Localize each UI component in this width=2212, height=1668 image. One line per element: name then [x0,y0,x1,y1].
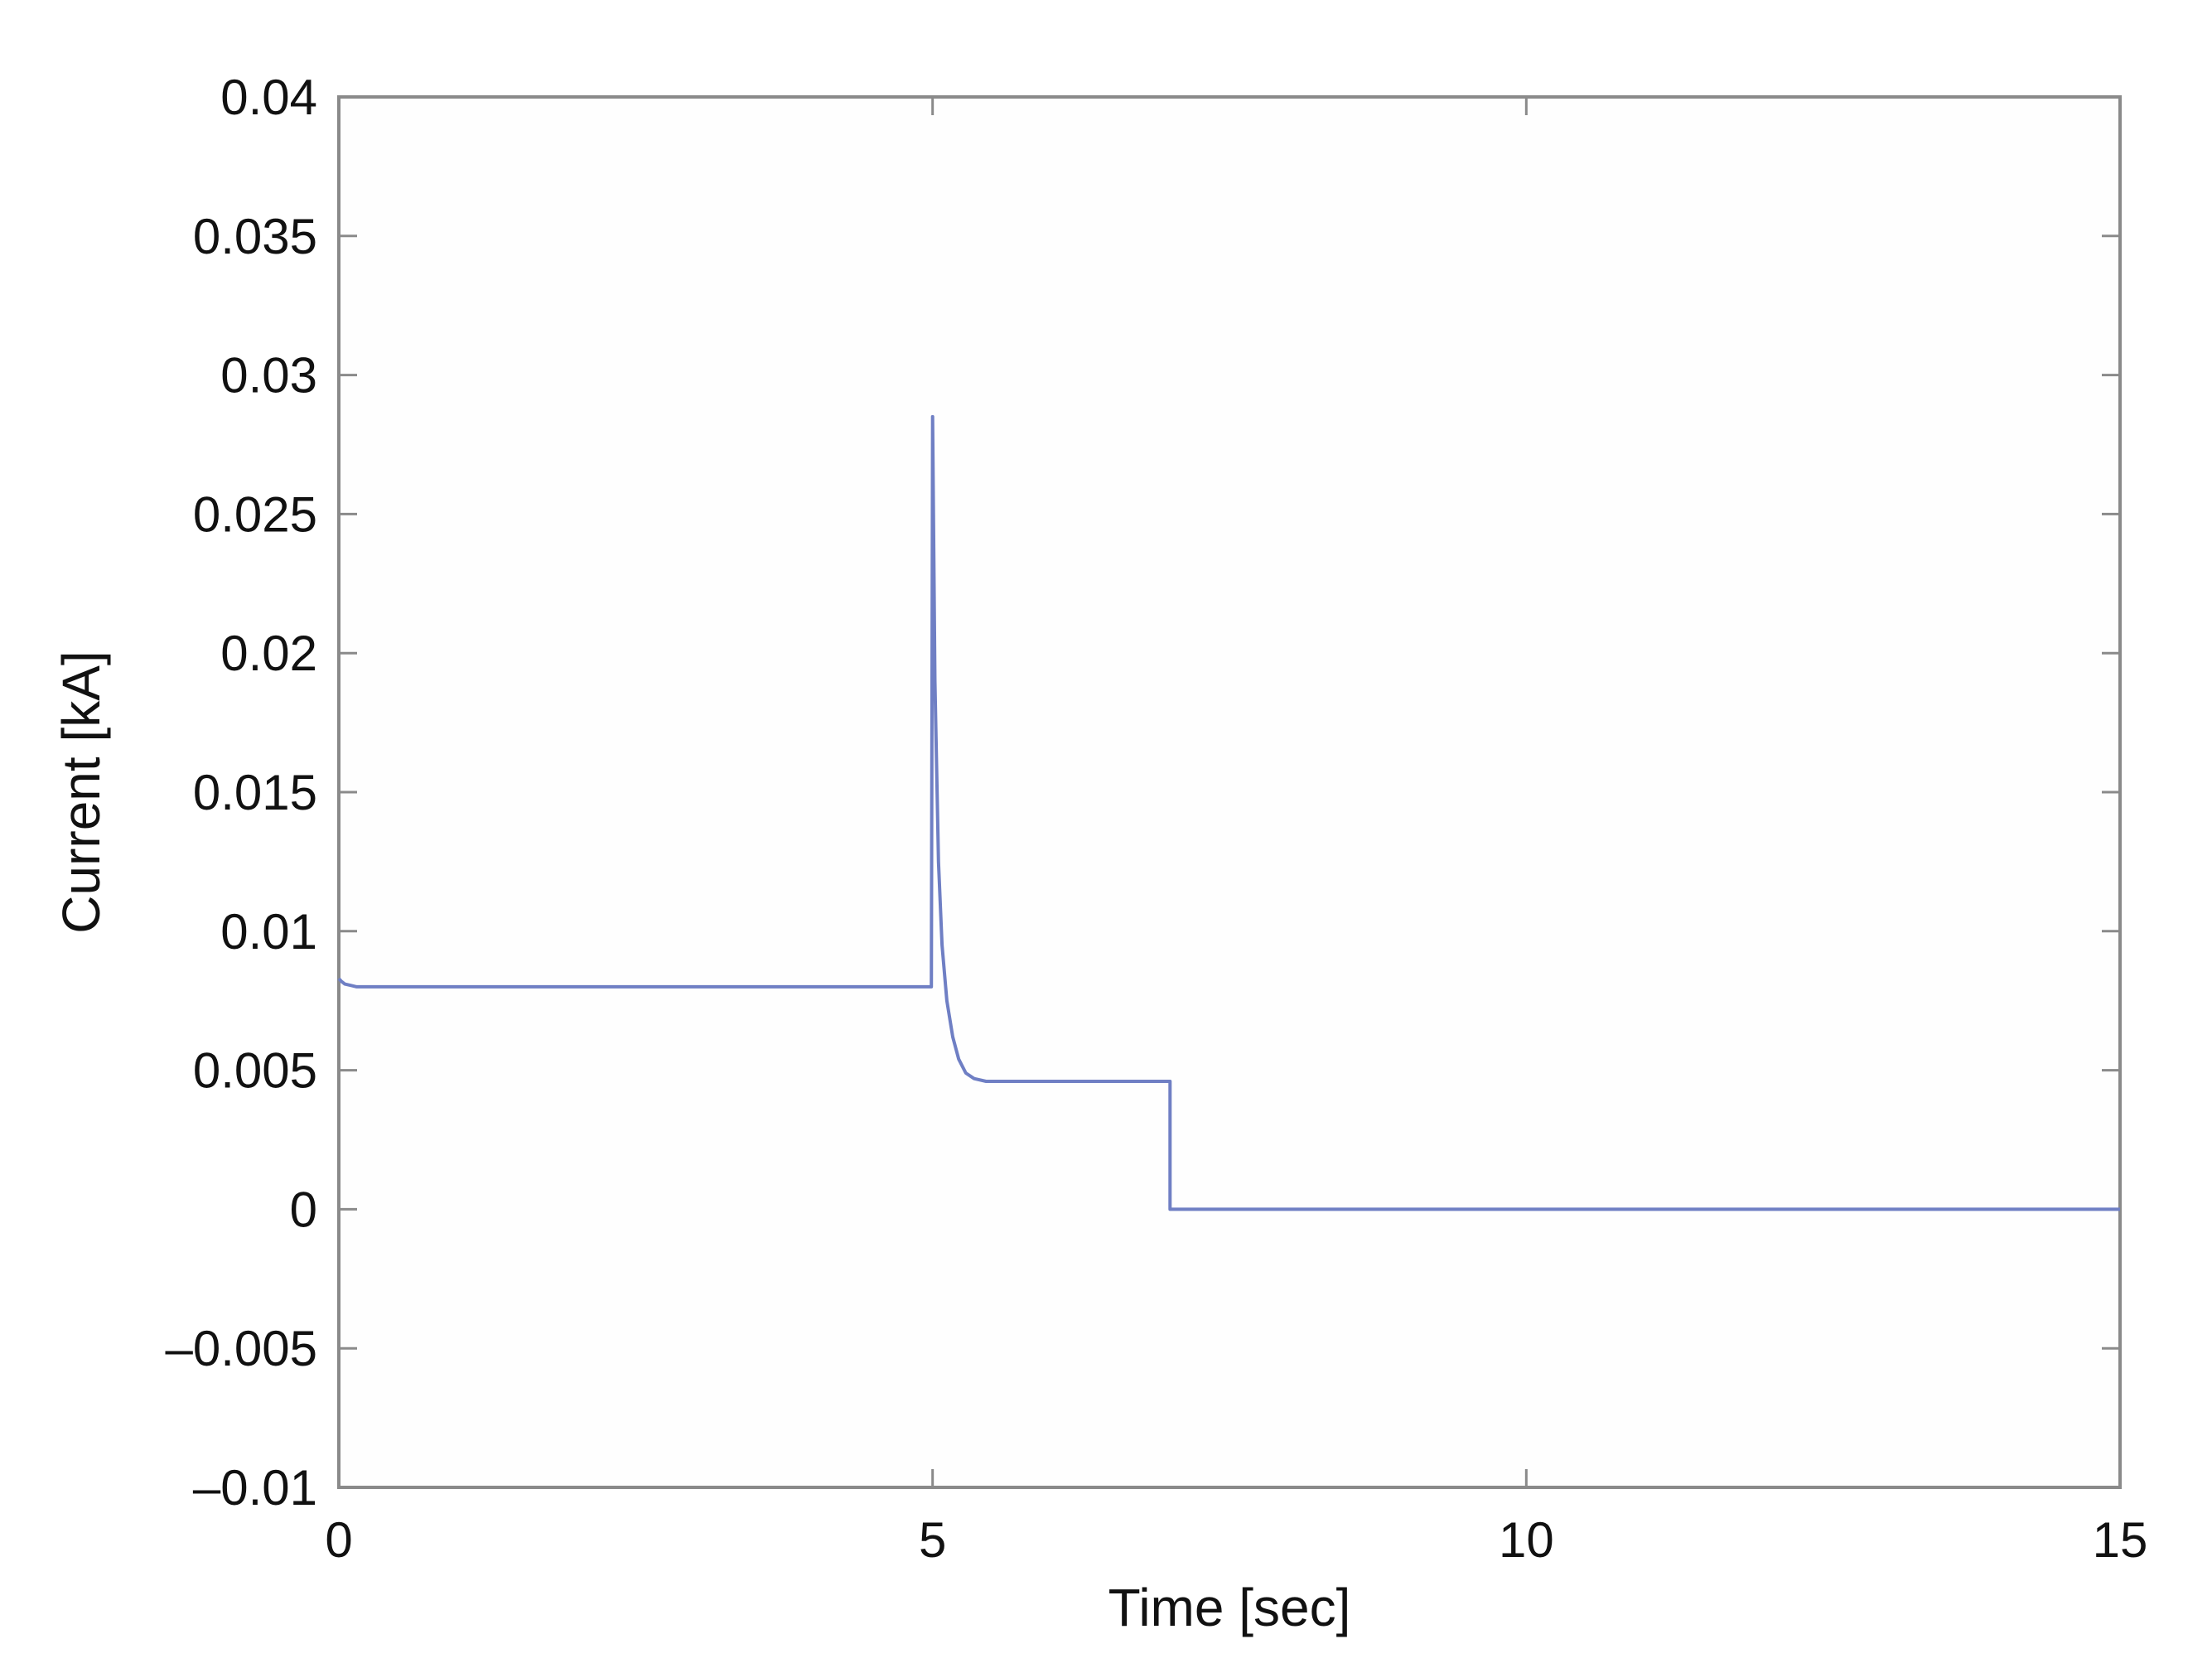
y-tick-label: 0.02 [220,626,317,681]
y-tick-label: 0.015 [193,765,317,820]
y-tick-label: 0.025 [193,486,317,542]
y-tick-label: –0.005 [165,1321,317,1376]
y-axis-ticks: –0.01 –0.005 0 0.005 0.01 0.015 0.02 0.025 0.03 0… [165,70,2120,1516]
y-axis-label: Current [kA] [51,650,111,933]
x-tick-label: 5 [919,1512,946,1568]
plot-area [337,95,2122,1489]
y-tick-label: 0.005 [193,1043,317,1099]
y-tick-label: 0.04 [220,70,317,125]
y-tick-label: 0.01 [220,904,317,960]
x-tick-label: 0 [325,1512,352,1568]
y-tick-label: 0 [290,1182,317,1237]
y-tick-label: 0.035 [193,209,317,264]
y-tick-label: 0.03 [220,348,317,404]
x-axis-label: Time [sec] [1108,1578,1351,1637]
y-tick-label: –0.01 [193,1460,317,1516]
x-axis-ticks: 0 5 10 15 [325,97,2147,1568]
series-line [337,414,2120,1211]
x-tick-label: 10 [1499,1512,1554,1568]
x-tick-label: 15 [2093,1512,2148,1568]
